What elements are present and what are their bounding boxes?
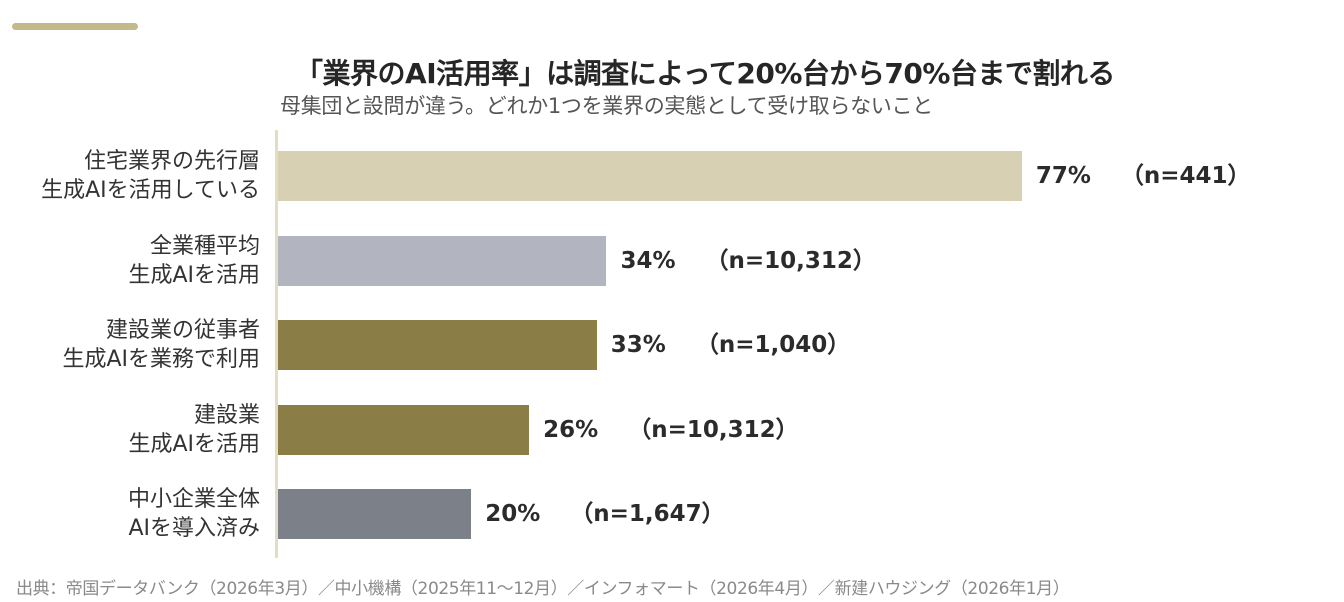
category-label-line: 建設業 bbox=[193, 402, 260, 428]
chart-subtitle: 母集団と設問が違う。どれか1つを業界の実態として受け取らないこと bbox=[280, 94, 933, 118]
bar-row: 建設業の従事者生成AIを業務で利用 33% （n=1,040） bbox=[0, 318, 1344, 372]
data-label-percent: 26% bbox=[543, 416, 599, 443]
data-label: 33% （n=1,040） bbox=[611, 320, 850, 370]
data-label: 20% （n=1,647） bbox=[485, 489, 724, 539]
data-label-percent: 33% bbox=[610, 332, 666, 358]
category-label-line: 生成AIを活用 bbox=[128, 262, 260, 288]
bar bbox=[278, 320, 597, 370]
category-label: 中小企業全体 AIを導入済み bbox=[128, 485, 260, 543]
bar bbox=[278, 404, 530, 455]
bar-row: 建設業生成AIを活用 26% （n=10,312） bbox=[0, 403, 1344, 457]
data-label-percent: 34% bbox=[620, 247, 676, 274]
bar bbox=[278, 235, 607, 286]
category-label-line: 生成AIを業務で利用 bbox=[62, 347, 260, 372]
bar-row: 全業種平均生成AIを活用 34% （n=10,312） bbox=[0, 234, 1344, 288]
y-axis-line bbox=[275, 130, 278, 558]
data-label: 77% （n=441） bbox=[1036, 151, 1251, 201]
category-label: 建設業の従事者生成AIを業務で利用 bbox=[62, 316, 260, 374]
category-label-line: 建設業の従事者 bbox=[105, 318, 260, 343]
category-label-line: 生成AIを活用 bbox=[128, 431, 260, 457]
bar bbox=[278, 489, 472, 539]
bar-row: 住宅業界の先行層生成AIを活用している 77% （n=441） bbox=[0, 149, 1344, 203]
data-label-percent: 77% bbox=[1035, 163, 1091, 189]
bar-row: 中小企業全体 AIを導入済み 20% （n=1,647） bbox=[0, 487, 1344, 541]
category-label-line: AIを導入済み bbox=[128, 516, 260, 541]
accent-bar bbox=[12, 23, 138, 30]
category-label: 建設業生成AIを活用 bbox=[128, 401, 260, 459]
data-label: 26% （n=10,312） bbox=[543, 405, 798, 455]
category-label: 住宅業界の先行層生成AIを活用している bbox=[41, 147, 260, 205]
data-label-sample-size: （n=10,312） bbox=[705, 247, 876, 274]
data-label-sample-size: （n=10,312） bbox=[628, 416, 799, 443]
category-label-line: 生成AIを活用している bbox=[41, 178, 260, 203]
source-note: 出典：帝国データバンク（2026年3月）／中小機構（2025年11～12月）／イ… bbox=[16, 579, 1070, 599]
data-label-sample-size: （n=441） bbox=[1120, 163, 1251, 189]
category-label-line: 全業種平均 bbox=[149, 233, 260, 259]
category-label-line: 住宅業界の先行層 bbox=[83, 149, 260, 174]
data-label-percent: 20% bbox=[485, 501, 541, 527]
category-label-line: 中小企業全体 bbox=[127, 487, 260, 512]
data-label-sample-size: （n=1,647） bbox=[570, 501, 725, 527]
bar bbox=[278, 151, 1022, 201]
data-label: 34% （n=10,312） bbox=[620, 236, 875, 286]
category-label: 全業種平均生成AIを活用 bbox=[128, 232, 260, 290]
data-label-sample-size: （n=1,040） bbox=[695, 332, 851, 358]
chart-title: 「業界のAI活用率」は調査によって20%台から70%台まで割れる bbox=[295, 57, 1115, 90]
